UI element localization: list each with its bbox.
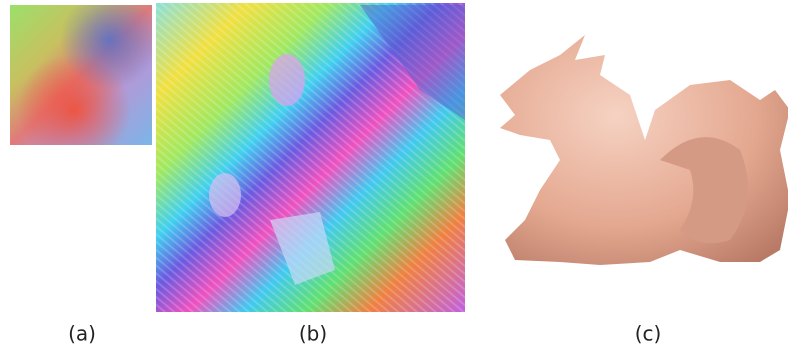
caption: (b)	[299, 322, 327, 346]
caption: (a)	[68, 322, 96, 346]
panel-b-image	[156, 3, 465, 312]
panel-c-image	[500, 35, 788, 265]
panel-a-image	[10, 5, 152, 145]
caption: (c)	[635, 322, 662, 346]
